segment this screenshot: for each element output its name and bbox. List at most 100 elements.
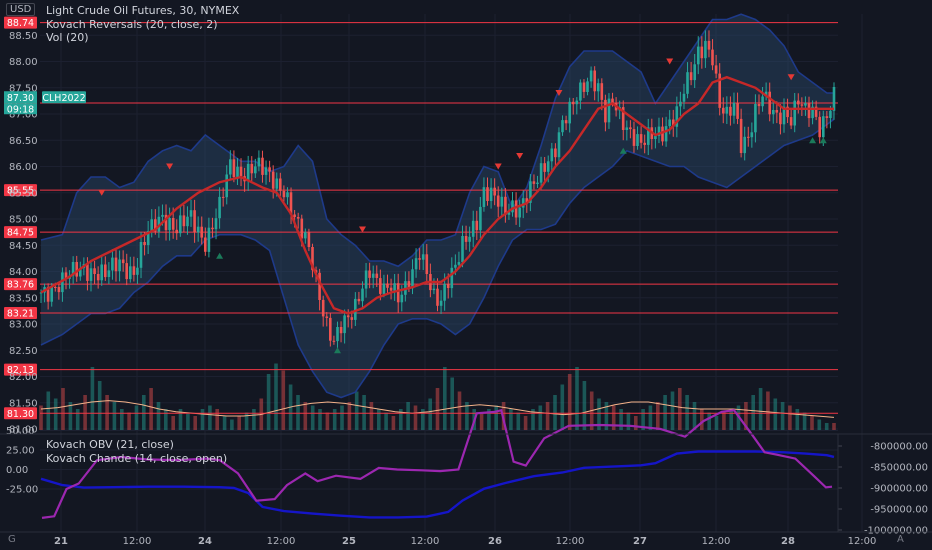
volume-bar <box>193 416 197 430</box>
volume-bar <box>457 391 462 430</box>
price-tick-label: 85.50 <box>9 188 38 199</box>
candle-body <box>775 110 779 113</box>
candle-body <box>368 270 371 278</box>
candle-body <box>554 148 557 158</box>
volume-bar <box>340 405 344 430</box>
volume-bar <box>575 367 579 430</box>
volume-bar <box>428 398 432 430</box>
volume-bar <box>465 402 469 430</box>
reversal-down-marker <box>166 163 174 170</box>
volume-bar <box>90 367 95 430</box>
candle-body <box>793 100 796 126</box>
obv-tick-label: -1000000.00 <box>864 526 928 537</box>
volume-bar <box>164 409 168 430</box>
candle-body <box>707 40 711 50</box>
candle-body <box>532 181 536 184</box>
indicator-obv-legend[interactable]: Kovach OBV (21, close) <box>46 438 174 451</box>
candle-body <box>496 195 500 207</box>
volume-bar <box>230 419 234 430</box>
candle-body <box>143 242 146 246</box>
indicator-reversals-legend[interactable]: Kovach Reversals (20, close, 2) <box>46 18 218 31</box>
volume-bar <box>487 409 491 430</box>
candle-body <box>300 218 304 239</box>
volume-bar <box>421 409 425 430</box>
candle-body <box>332 340 336 342</box>
currency-label[interactable]: USD <box>6 3 36 16</box>
candle-body <box>271 171 275 189</box>
candle-body <box>425 254 429 274</box>
candle-body <box>89 268 93 281</box>
price-tick-label: 87.00 <box>9 110 38 121</box>
candle-body <box>179 215 182 234</box>
volume-bar <box>663 395 667 430</box>
candle-body <box>396 283 400 303</box>
candle-body <box>539 163 543 183</box>
candle-body <box>421 254 425 260</box>
candle-body <box>711 49 714 66</box>
volume-bar <box>105 395 109 430</box>
volume-bar <box>531 409 535 430</box>
volume-bar <box>39 405 43 430</box>
candle-body <box>57 287 61 293</box>
chart-title[interactable]: Light Crude Oil Futures, 30, NYMEX <box>46 4 240 17</box>
candle-body <box>672 119 675 127</box>
volume-bar <box>406 402 410 430</box>
candle-body <box>357 298 361 302</box>
indicator-volume-legend[interactable]: Vol (20) <box>46 31 89 44</box>
candle-body <box>371 273 375 278</box>
candle-body <box>257 157 261 167</box>
lower-pane: 50.00 25.00 0.00 -25.00 -800000.00 -850000.00… <box>6 408 928 537</box>
volume-bar <box>744 402 748 430</box>
candle-body <box>575 100 579 105</box>
candle-body <box>279 178 282 191</box>
volume-bar <box>391 416 396 430</box>
candle-body <box>275 178 279 189</box>
candle-body <box>118 259 121 272</box>
volume-bar <box>553 395 557 430</box>
candle-body <box>443 283 446 301</box>
candle-body <box>639 134 643 143</box>
symbol-badge-label: CLH2022 <box>42 93 85 104</box>
volume-bar <box>281 370 286 430</box>
volume-bar <box>75 409 80 430</box>
candle-body <box>536 182 539 184</box>
auto-scale-button[interactable]: A <box>897 534 904 545</box>
gear-icon[interactable]: G <box>8 534 16 545</box>
candle-body <box>743 136 746 154</box>
time-tick-label: 12:00 <box>123 536 152 547</box>
obv-tick-label: -900000.00 <box>870 484 928 495</box>
volume-bar <box>318 409 322 430</box>
price-tick-label: 82.00 <box>9 372 38 383</box>
volume-bar <box>303 402 308 430</box>
volume-bar <box>509 409 513 430</box>
volume-bar <box>692 402 697 430</box>
candle-body <box>418 258 421 260</box>
time-tick-label: 24 <box>198 536 212 547</box>
candle-body <box>229 159 232 175</box>
candle-body <box>246 163 250 182</box>
candle-body <box>589 70 593 82</box>
candle-body <box>604 99 607 123</box>
reversal-up-marker <box>619 147 627 154</box>
chande-tick-label: -25.00 <box>6 485 38 496</box>
candle-body <box>129 266 132 280</box>
volume-bar <box>751 395 755 430</box>
candle-body <box>207 227 211 252</box>
candle-body <box>700 46 704 59</box>
time-tick-label: 12:00 <box>267 536 296 547</box>
candle-body <box>121 259 125 264</box>
candle-body <box>543 163 546 172</box>
candle-body <box>829 110 832 118</box>
candle-body <box>139 242 143 268</box>
time-tick-label: 21 <box>54 536 68 547</box>
volume-bar <box>780 402 785 430</box>
candle-body <box>79 268 82 277</box>
candle-body <box>61 272 64 293</box>
candle-body <box>146 231 150 246</box>
volume-bar <box>758 388 763 430</box>
reversal-down-marker <box>358 226 366 233</box>
candle-body <box>182 215 186 227</box>
indicator-chande-legend[interactable]: Kovach Chande (14, close, open) <box>46 452 228 465</box>
